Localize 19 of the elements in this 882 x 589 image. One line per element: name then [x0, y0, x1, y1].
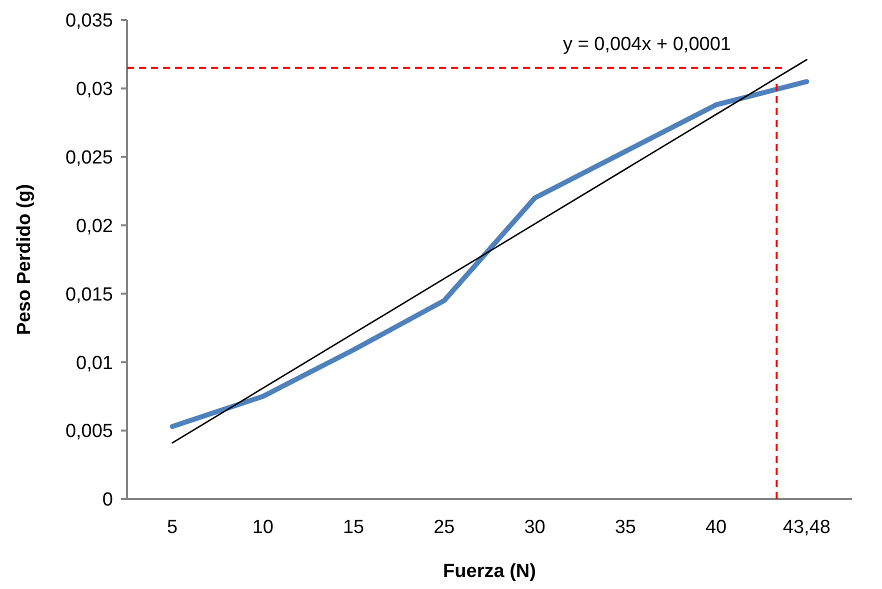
x-tick-label: 10 — [252, 517, 274, 538]
y-tick-label: 0,005 — [65, 421, 113, 442]
x-tick-label: 15 — [342, 517, 364, 538]
y-tick-label: 0,01 — [76, 352, 113, 374]
y-tick-label: 0 — [102, 490, 113, 511]
annotation: y = 0,004x + 0,0001 — [563, 34, 731, 55]
x-tick-label: 40 — [705, 517, 727, 538]
x-tick-label: 5 — [167, 517, 178, 538]
x-tick-label: 35 — [614, 517, 636, 538]
x-tick-label: 30 — [524, 517, 546, 538]
y-tick-label: 0,03 — [76, 79, 113, 100]
y-tick-label: 0,035 — [65, 10, 113, 32]
y-tick-label: 0,025 — [65, 148, 113, 169]
x-tick-label: 43,48 — [782, 517, 830, 538]
x-tick-label: 25 — [434, 517, 455, 538]
y-axis-title: Peso Perdido (g) — [14, 184, 35, 335]
y-tick-label: 0,015 — [65, 284, 113, 306]
y-tick-label: 0,02 — [76, 216, 113, 237]
x-axis-title: Fuerza (N) — [443, 561, 536, 582]
